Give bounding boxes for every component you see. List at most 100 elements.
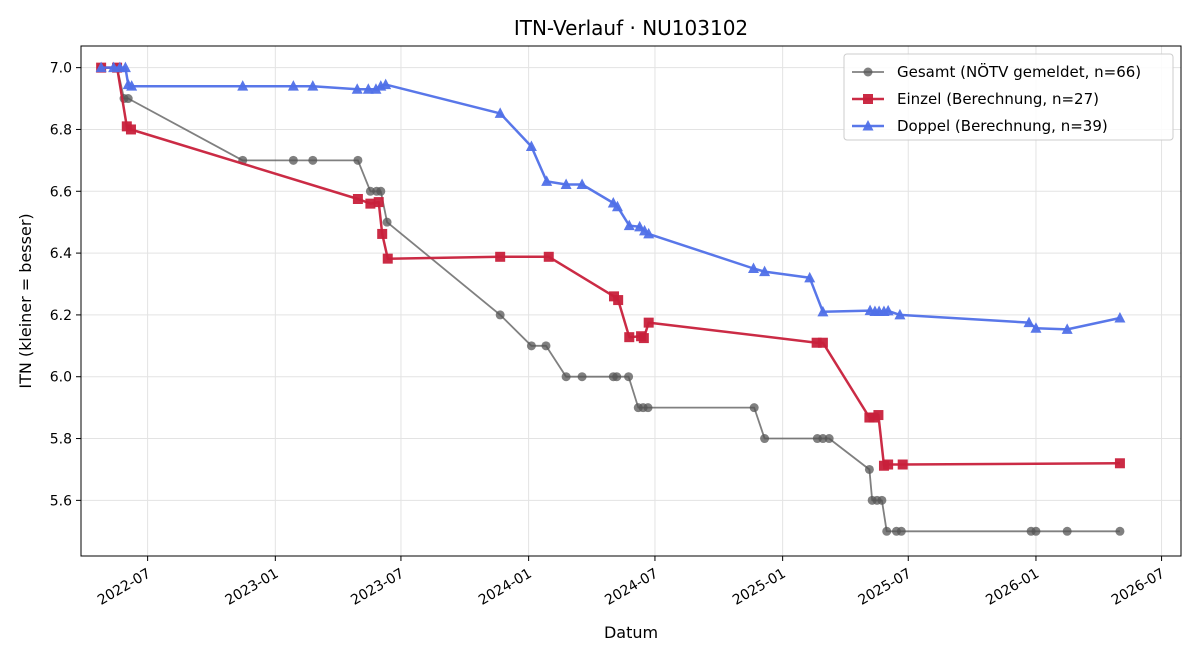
- data-point: [560, 178, 572, 189]
- data-point: [818, 434, 828, 444]
- plot-frame: [80, 45, 1182, 557]
- data-point: [1115, 526, 1125, 536]
- data-point: [864, 464, 874, 474]
- data-point: [307, 80, 319, 91]
- x-axis-title: Datum: [604, 623, 658, 642]
- data-point: [747, 262, 759, 274]
- data-point: [365, 186, 375, 196]
- data-point: [123, 94, 133, 104]
- data-point: [643, 403, 653, 413]
- legend-item: Gesamt (NÖTV gemeldet, n=66): [852, 62, 1141, 81]
- data-point: [576, 178, 588, 189]
- y-tick-label: 5.6: [50, 493, 72, 509]
- data-point: [382, 253, 393, 264]
- data-point: [495, 251, 506, 262]
- y-tick-label: 6.6: [50, 184, 72, 200]
- data-point: [288, 155, 298, 165]
- data-point: [126, 80, 138, 91]
- data-point: [526, 341, 536, 351]
- data-point: [877, 495, 887, 505]
- y-axis: 5.6 5.8 6.0 6.2 6.4 6.6 6.8 7.0: [50, 61, 81, 509]
- data-point: [561, 372, 571, 382]
- data-point: [373, 197, 384, 208]
- data-point: [817, 305, 829, 317]
- data-point: [382, 217, 392, 227]
- data-point: [1031, 526, 1041, 536]
- legend-label: Gesamt (NÖTV gemeldet, n=66): [897, 62, 1141, 81]
- data-point: [376, 186, 386, 196]
- data-point: [370, 83, 382, 94]
- y-tick-label: 6.8: [50, 122, 72, 138]
- data-point: [362, 83, 374, 94]
- data-point: [862, 120, 874, 131]
- data-point: [896, 526, 906, 536]
- y-axis-title: ITN (kleiner = besser): [16, 213, 35, 388]
- data-point: [1030, 322, 1042, 333]
- data-point: [1114, 458, 1125, 469]
- data-point: [863, 94, 873, 104]
- y-tick-label: 6.0: [50, 370, 72, 386]
- data-point: [817, 337, 828, 348]
- data-point: [287, 80, 299, 91]
- legend-item: Doppel (Berechnung, n=39): [852, 117, 1108, 135]
- data-point: [638, 333, 649, 344]
- data-point: [125, 124, 136, 135]
- data-point: [643, 317, 654, 328]
- data-point: [1114, 312, 1126, 323]
- series-triangle: [95, 61, 1126, 334]
- data-point: [380, 78, 392, 90]
- data-point: [760, 434, 770, 444]
- data-point: [377, 228, 388, 239]
- data-point: [634, 220, 646, 232]
- data-point: [811, 337, 822, 348]
- data-point: [749, 403, 759, 413]
- data-point: [897, 459, 908, 470]
- data-point: [494, 107, 506, 118]
- data-point: [623, 219, 635, 231]
- data-point: [525, 140, 537, 151]
- data-point: [611, 200, 623, 212]
- data-point: [882, 304, 894, 316]
- data-point: [1061, 323, 1073, 334]
- data-point: [624, 372, 634, 382]
- data-point: [882, 526, 892, 536]
- data-point: [804, 271, 816, 283]
- y-tick-label: 5.8: [50, 432, 72, 448]
- data-point: [352, 194, 363, 204]
- data-point: [863, 67, 873, 77]
- legend-label: Einzel (Berechnung, n=27): [897, 90, 1099, 108]
- data-point: [308, 155, 318, 165]
- data-point: [613, 295, 624, 306]
- data-point: [541, 341, 551, 351]
- data-point: [624, 332, 635, 343]
- data-point: [119, 61, 131, 73]
- data-point: [353, 155, 363, 165]
- data-point: [495, 310, 505, 320]
- data-point: [541, 175, 553, 186]
- data-point: [612, 372, 622, 382]
- legend-label: Doppel (Berechnung, n=39): [897, 117, 1108, 135]
- legend-item: Einzel (Berechnung, n=27): [852, 90, 1099, 108]
- data-point: [1023, 316, 1035, 328]
- data-point: [1062, 526, 1072, 536]
- data-point: [365, 198, 376, 209]
- chart-title: ITN-Verlauf · NU103102: [514, 16, 748, 40]
- data-point: [351, 83, 363, 94]
- series-layer: [95, 61, 1126, 536]
- legend-box: [843, 53, 1174, 141]
- data-point: [643, 227, 655, 239]
- data-point: [873, 410, 884, 421]
- y-tick-label: 6.2: [50, 308, 72, 324]
- data-point: [95, 61, 107, 73]
- data-point: [894, 308, 906, 320]
- y-tick-label: 7.0: [50, 61, 72, 77]
- data-point: [883, 459, 894, 470]
- data-point: [824, 434, 834, 444]
- data-point: [543, 251, 554, 262]
- y-tick-label: 6.4: [50, 246, 72, 262]
- data-point: [237, 80, 249, 91]
- data-point: [577, 372, 587, 382]
- data-point: [759, 265, 771, 277]
- legend: Gesamt (NÖTV gemeldet, n=66) Einzel (Bere…: [843, 53, 1174, 141]
